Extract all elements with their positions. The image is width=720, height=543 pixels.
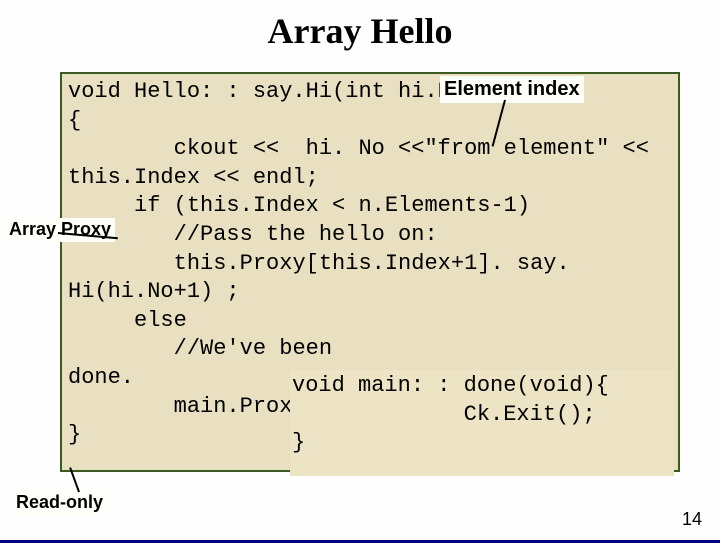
label-element-index: Element index	[440, 76, 584, 103]
slide-title: Array Hello	[0, 0, 720, 52]
inner-code-block: void main: : done(void){ Ck.Exit(); }	[290, 370, 674, 476]
slide: Array Hello void Hello: : say.Hi(int hi.…	[0, 0, 720, 543]
label-array-proxy: Array Proxy	[5, 218, 115, 242]
page-number: 14	[682, 509, 702, 530]
label-readonly: Read-only	[12, 490, 107, 515]
